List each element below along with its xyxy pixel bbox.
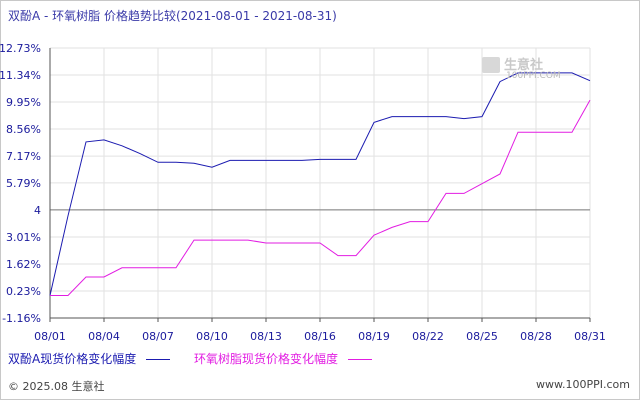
x-tick-label: 08/16 — [304, 330, 336, 343]
legend-line-epoxy — [348, 359, 373, 360]
watermark: 生意社 100PPI.COM — [482, 54, 561, 81]
grid — [49, 47, 591, 319]
site-link[interactable]: www.100PPI.com — [536, 378, 630, 391]
series-line-epoxy — [50, 99, 591, 296]
y-tick-label: -1.16% — [2, 312, 41, 325]
legend-label-epoxy: 环氧树脂现货价格变化幅度 — [194, 352, 339, 366]
watermark-url: 100PPI.COM — [506, 71, 561, 81]
x-tick-label: 08/07 — [142, 330, 174, 343]
watermark-logo-text: 生意社 — [504, 58, 544, 73]
y-tick-label: 9.95% — [6, 96, 41, 109]
x-tick-label: 08/19 — [358, 330, 390, 343]
axes — [49, 48, 591, 322]
y-tick-label: 4 — [34, 204, 41, 217]
y-tick-label: 12.73% — [0, 42, 41, 55]
y-tick-label: 3.01% — [6, 231, 41, 244]
x-tick-label: 08/22 — [412, 330, 444, 343]
series-lines — [49, 72, 591, 296]
copyright-text: © 2025.08 生意社 — [8, 380, 105, 393]
series-line-bpa — [49, 72, 591, 296]
legend-item-bpa: 双酚A现货价格变化幅度 — [8, 350, 171, 367]
y-tick-label: 7.17% — [6, 150, 41, 163]
y-tick-label: 1.62% — [6, 258, 41, 271]
chart-title: 双酚A - 环氧树脂 价格趋势比较(2021-08-01 - 2021-08-3… — [8, 9, 337, 23]
y-tick-label: 8.56% — [6, 123, 41, 136]
x-tick-label: 08/04 — [88, 330, 120, 343]
x-tick-label: 08/10 — [196, 330, 228, 343]
x-tick-label: 08/28 — [520, 330, 552, 343]
x-tick-label: 08/31 — [574, 330, 606, 343]
y-tick-labels: 12.73% 11.34% 9.95% 8.56% 7.17% 5.79% 4 3.01% 1.… — [0, 42, 41, 325]
y-tick-label: 5.79% — [6, 177, 41, 190]
y-tick-label: 0.23% — [6, 285, 41, 298]
y-tick-label: 11.34% — [0, 69, 41, 82]
x-tick-label: 08/01 — [34, 330, 66, 343]
legend-label-bpa: 双酚A现货价格变化幅度 — [8, 352, 137, 366]
x-tick-labels: 08/01 08/04 08/07 08/10 08/13 08/16 08/19 08/22… — [34, 330, 606, 343]
legend: 双酚A现货价格变化幅度 环氧树脂现货价格变化幅度 — [8, 350, 392, 367]
legend-item-epoxy: 环氧树脂现货价格变化幅度 — [194, 350, 373, 367]
x-tick-label: 08/13 — [250, 330, 282, 343]
watermark-logo-icon — [482, 56, 500, 73]
legend-line-bpa — [146, 359, 171, 360]
x-tick-label: 08/25 — [466, 330, 498, 343]
